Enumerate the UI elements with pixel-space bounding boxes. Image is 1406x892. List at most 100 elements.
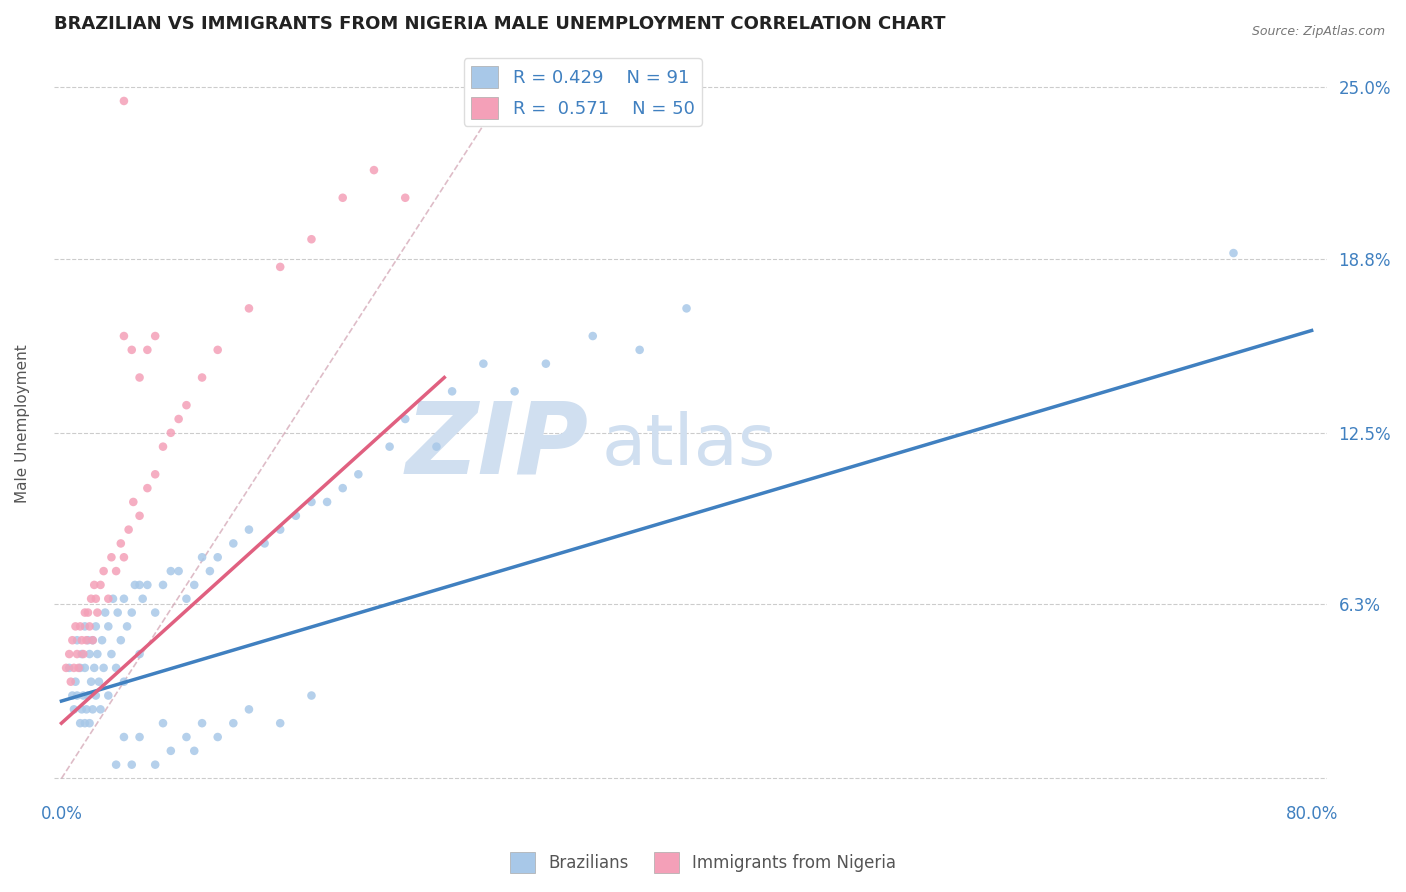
Point [86, 606, 108, 620]
Point [269, 523, 291, 537]
Point [117, 523, 139, 537]
Point [128, 730, 150, 744]
Point [122, 495, 145, 509]
Point [198, 564, 221, 578]
Point [80, 591, 103, 606]
Point [82, 633, 104, 648]
Text: Source: ZipAtlas.com: Source: ZipAtlas.com [1251, 25, 1385, 38]
Point [121, 343, 143, 357]
Point [66, 647, 89, 661]
Point [69, 661, 91, 675]
Point [207, 730, 229, 744]
Point [79, 716, 101, 731]
Point [80, 674, 103, 689]
Point [63, 661, 86, 675]
Point [97, 591, 120, 606]
Text: ZIP: ZIP [405, 397, 589, 494]
Point [301, 689, 323, 703]
Point [97, 689, 120, 703]
Point [101, 591, 124, 606]
Point [72, 689, 94, 703]
Point [100, 550, 122, 565]
Point [152, 716, 174, 731]
Point [65, 619, 87, 633]
Point [110, 536, 132, 550]
Point [115, 619, 138, 633]
Point [69, 716, 91, 731]
Point [332, 191, 354, 205]
Point [425, 440, 447, 454]
Point [83, 578, 105, 592]
Point [79, 619, 101, 633]
Point [79, 647, 101, 661]
Point [191, 370, 214, 384]
Point [472, 357, 495, 371]
Point [534, 357, 557, 371]
Point [207, 343, 229, 357]
Point [316, 495, 339, 509]
Point [253, 536, 276, 550]
Point [159, 744, 181, 758]
Point [65, 674, 87, 689]
Point [87, 674, 110, 689]
Point [191, 550, 214, 565]
Point [110, 633, 132, 648]
Point [503, 384, 526, 399]
Point [63, 702, 86, 716]
Point [112, 591, 135, 606]
Point [143, 606, 166, 620]
Point [394, 191, 416, 205]
Point [77, 633, 100, 648]
Point [238, 301, 260, 316]
Point [143, 467, 166, 482]
Point [124, 578, 146, 592]
Point [82, 702, 104, 716]
Legend: Brazilians, Immigrants from Nigeria: Brazilians, Immigrants from Nigeria [503, 846, 903, 880]
Point [67, 661, 90, 675]
Point [112, 730, 135, 744]
Point [332, 481, 354, 495]
Point [363, 163, 385, 178]
Point [136, 578, 159, 592]
Point [143, 757, 166, 772]
Point [301, 232, 323, 246]
Point [1222, 246, 1244, 260]
Point [207, 550, 229, 565]
Point [394, 412, 416, 426]
Point [269, 260, 291, 274]
Point [60, 633, 83, 648]
Point [152, 440, 174, 454]
Point [77, 689, 100, 703]
Point [84, 619, 107, 633]
Text: BRAZILIAN VS IMMIGRANTS FROM NIGERIA MALE UNEMPLOYMENT CORRELATION CHART: BRAZILIAN VS IMMIGRANTS FROM NIGERIA MAL… [53, 15, 945, 33]
Point [66, 633, 89, 648]
Point [176, 591, 198, 606]
Point [91, 633, 114, 648]
Point [70, 702, 93, 716]
Point [167, 412, 190, 426]
Point [441, 384, 464, 399]
Point [131, 591, 153, 606]
Y-axis label: Male Unemployment: Male Unemployment [15, 343, 30, 502]
Point [167, 564, 190, 578]
Point [121, 757, 143, 772]
Point [112, 94, 135, 108]
Point [128, 370, 150, 384]
Point [77, 606, 100, 620]
Point [238, 702, 260, 716]
Point [89, 578, 111, 592]
Point [73, 716, 96, 731]
Point [69, 619, 91, 633]
Point [222, 716, 245, 731]
Point [97, 619, 120, 633]
Point [70, 633, 93, 648]
Point [75, 702, 97, 716]
Point [94, 606, 117, 620]
Point [58, 647, 80, 661]
Point [60, 689, 83, 703]
Point [73, 606, 96, 620]
Point [347, 467, 370, 482]
Point [222, 536, 245, 550]
Point [84, 591, 107, 606]
Point [112, 550, 135, 565]
